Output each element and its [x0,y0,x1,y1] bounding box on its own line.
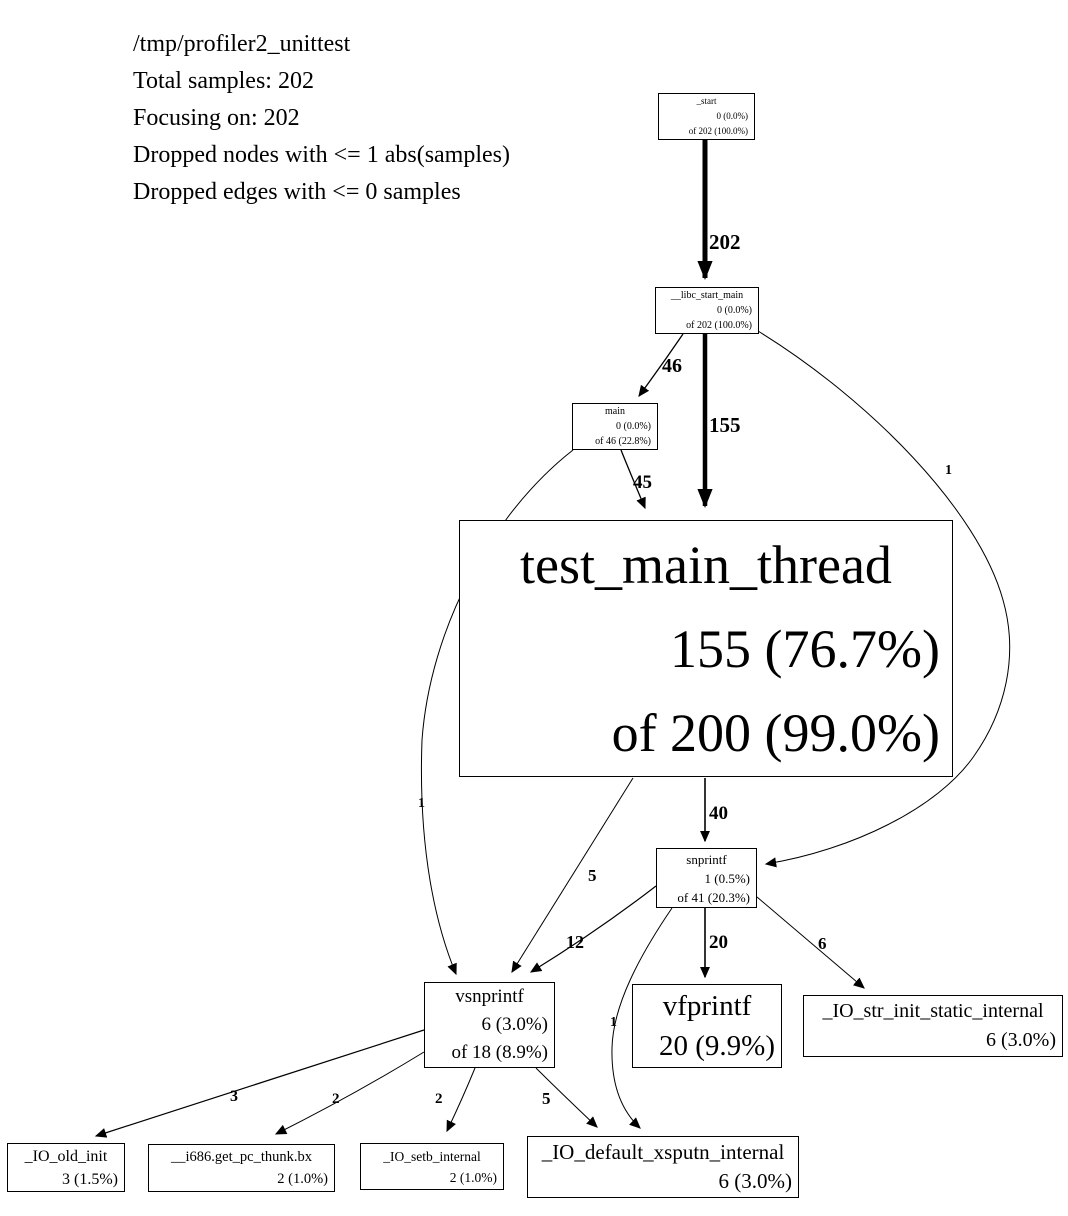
node-thunk-name: __i686.get_pc_thunk.bx [171,1149,312,1165]
dropped-nodes-note: Dropped nodes with <= 1 abs(samples) [133,142,511,168]
edge-label-libc-test: 155 [709,413,741,437]
node-io-default-xsputn-internal: _IO_default_xsputn_internal 6 (3.0%) [527,1136,799,1198]
node-main: main 0 (0.0%) of 46 (22.8%) [572,403,658,450]
node-vsnprintf-total: of 18 (8.9%) [451,1042,548,1063]
node-vsnprintf-self: 6 (3.0%) [481,1014,548,1035]
node-vfprintf-self: 20 (9.9%) [659,1030,775,1062]
node-test-name: test_main_thread [520,534,892,595]
edge-label-vsnprintf-thunk: 2 [332,1091,340,1107]
node-main-total: of 46 (22.8%) [595,436,651,447]
node-libc-start-main: __libc_start_main 0 (0.0%) of 202 (100.0… [655,287,759,334]
edge-label-libc-main: 46 [662,355,682,377]
edge-label-main-vsnprintf: 1 [418,796,425,811]
edge-vsnprintf-to-ioold [94,1029,425,1138]
node-start: _start 0 (0.0%) of 202 (100.0%) [658,93,755,140]
graph-header: /tmp/profiler2_unittest Total samples: 2… [133,26,510,211]
edge-vsnprintf-to-thunk [274,1051,425,1135]
total-samples: Total samples: 202 [133,68,314,94]
edge-label-start-libc: 202 [709,230,741,254]
edge-test-to-vsnprintf [511,777,634,974]
edge-label-libc-snprintf: 1 [945,463,952,478]
node-ioold-self: 3 (1.5%) [62,1170,118,1188]
node-snprintf: snprintf 1 (0.5%) of 41 (20.3%) [656,848,757,908]
edge-label-test-snprintf: 40 [709,803,728,824]
node-iostr-self: 6 (3.0%) [986,1029,1056,1051]
edge-label-vsnprintf-ioold: 3 [230,1088,238,1105]
node-snprintf-self: 1 (0.5%) [704,870,751,886]
focusing-on: Focusing on: 202 [133,105,300,131]
node-vsnprintf: vsnprintf 6 (3.0%) of 18 (8.9%) [424,982,555,1068]
node-snprintf-name: snprintf [686,851,727,867]
node-xsputn-self: 6 (3.0%) [718,1169,792,1193]
node-libc-name: __libc_start_main [670,290,744,301]
node-test-total: of 200 (99.0%) [611,702,940,763]
edge-label-snprintf-vfprintf: 20 [709,932,728,953]
edge-label-snprintf-xsputn: 1 [610,1015,617,1030]
node-ioold-name: _IO_old_init [24,1147,108,1165]
node-io-str-init-static-internal: _IO_str_init_static_internal 6 (3.0%) [803,995,1063,1057]
edge-label-test-vsnprintf: 5 [588,866,597,885]
edge-label-vsnprintf-xsputn: 5 [542,1089,551,1108]
edge-label-vsnprintf-setb: 2 [435,1091,443,1107]
node-xsputn-name: _IO_default_xsputn_internal [541,1140,785,1164]
node-setb-self: 2 (1.0%) [449,1169,497,1185]
node-snprintf-total: of 41 (20.3%) [677,889,750,905]
node-get-pc-thunk: __i686.get_pc_thunk.bx 2 (1.0%) [148,1144,335,1192]
node-test-self: 155 (76.7%) [670,618,940,679]
node-start-name: _start [696,96,717,106]
edge-snprintf-to-xsputn [611,907,673,1129]
node-thunk-self: 2 (1.0%) [277,1171,328,1187]
edge-vsnprintf-to-xsputn [535,1067,598,1128]
node-iostr-name: _IO_str_init_static_internal [822,1000,1044,1022]
edge-main-to-vsnprintf [420,449,574,976]
node-io-old-init: _IO_old_init 3 (1.5%) [7,1143,125,1192]
dropped-edges-note: Dropped edges with <= 0 samples [133,179,461,205]
edge-main-to-test [620,449,646,510]
node-vfprintf-name: vfprintf [662,990,752,1022]
node-start-self: 0 (0.0%) [716,111,749,121]
node-vfprintf: vfprintf 20 (9.9%) [632,984,782,1068]
binary-path: /tmp/profiler2_unittest [133,31,351,57]
edge-snprintf-to-iostr [756,896,865,989]
node-test-main-thread: test_main_thread 155 (76.7%) of 200 (99.… [459,520,953,777]
edge-label-snprintf-iostr: 6 [818,934,827,953]
node-libc-self: 0 (0.0%) [717,305,752,316]
node-setb-name: _IO_setb_internal [383,1148,481,1164]
node-start-total: of 202 (100.0%) [688,126,748,136]
edge-libc-to-snprintf [757,330,1011,868]
edge-libc-to-main [638,333,684,397]
edge-snprintf-to-vsnprintf [529,885,657,973]
node-main-self: 0 (0.0%) [616,421,651,432]
edge-vsnprintf-to-setb [446,1067,476,1133]
node-vsnprintf-name: vsnprintf [455,986,524,1007]
node-libc-total: of 202 (100.0%) [686,320,752,331]
node-main-name: main [605,406,625,417]
edge-label-snprintf-vsnprintf: 12 [566,932,584,952]
node-io-setb-internal: _IO_setb_internal 2 (1.0%) [360,1143,504,1190]
edge-label-main-test: 45 [633,472,652,493]
